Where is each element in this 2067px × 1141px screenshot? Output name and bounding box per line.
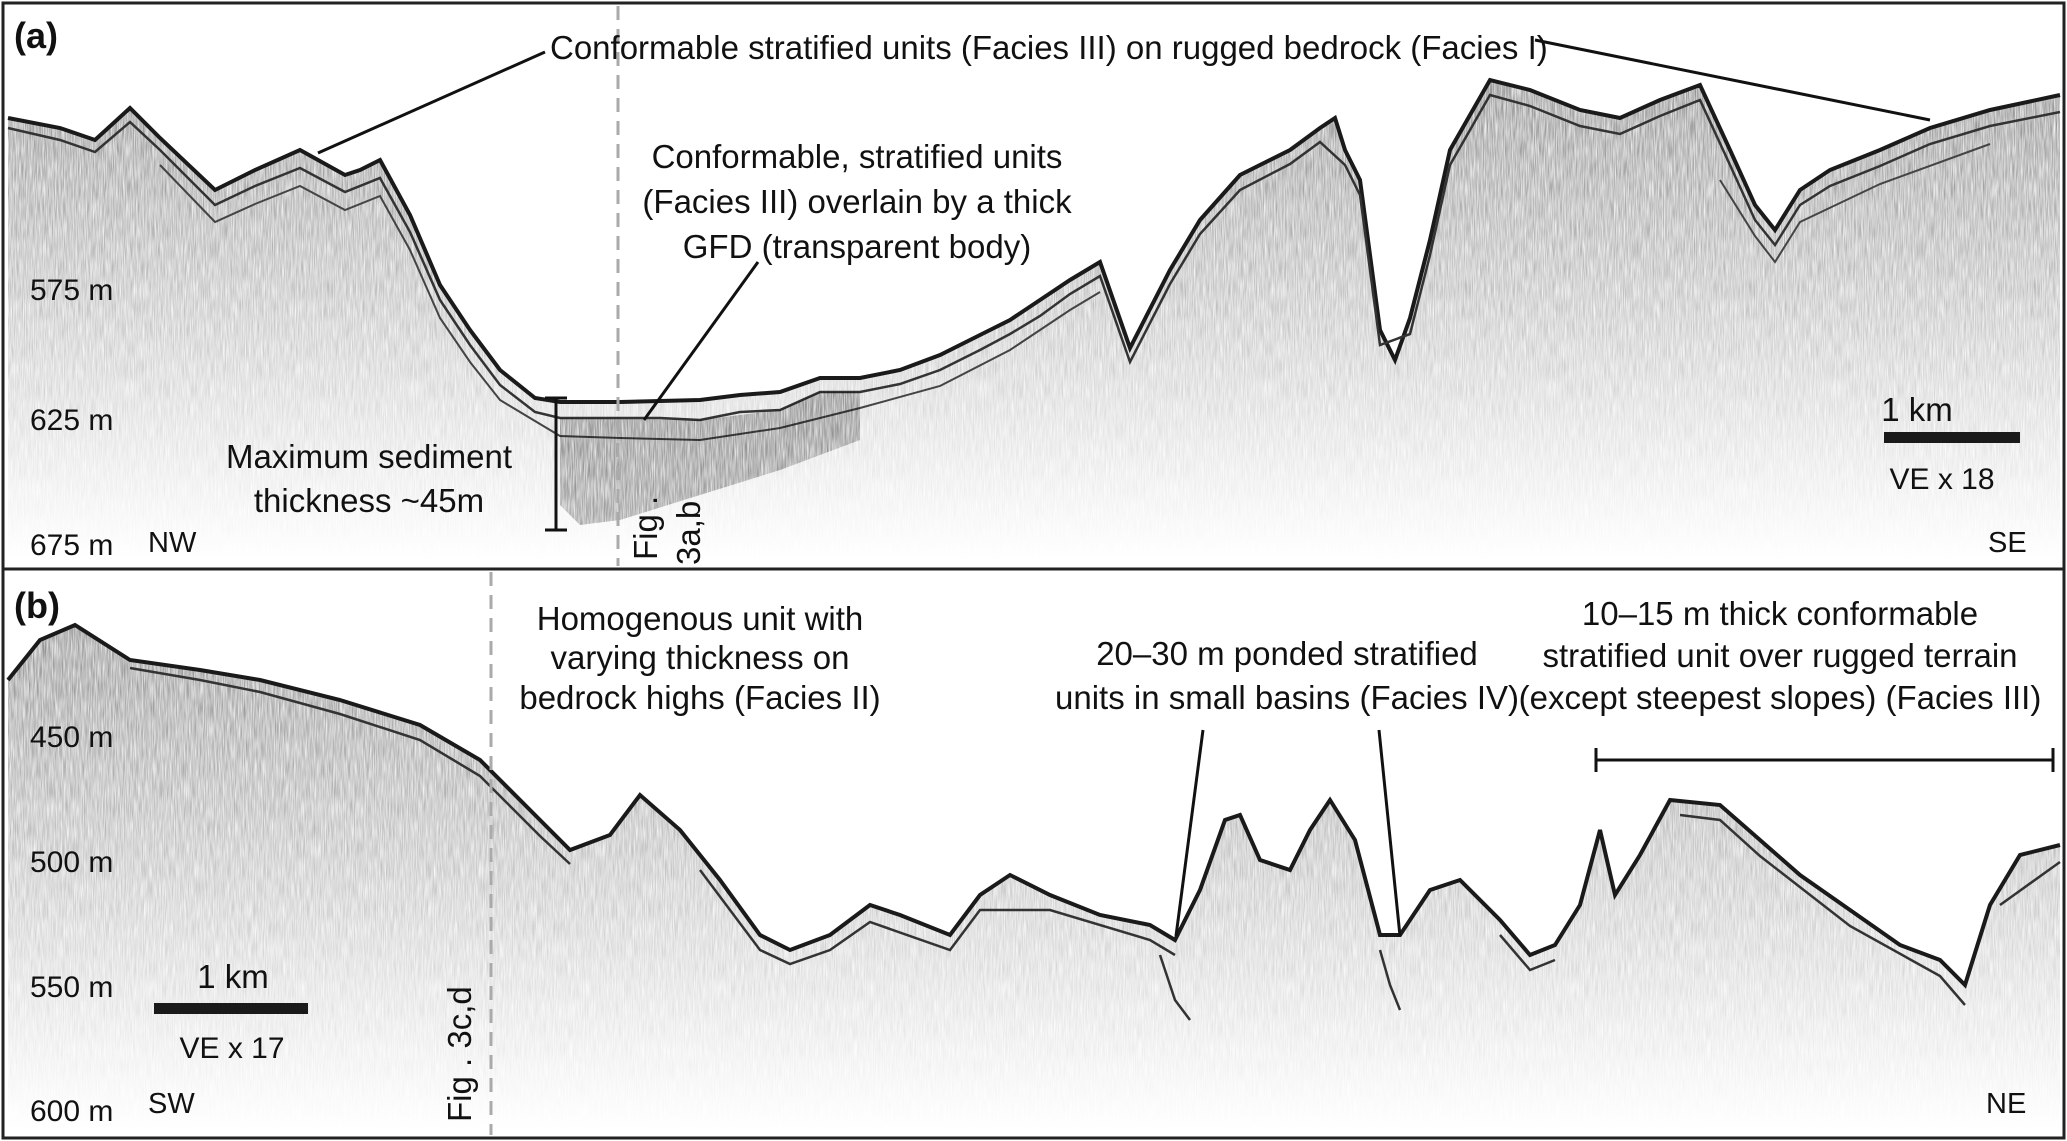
leader-line-top-left <box>317 50 546 155</box>
profile-a-basin-fill <box>560 392 860 525</box>
depth-tick-500: 500 m <box>30 846 113 879</box>
profile-a-reflector-3 <box>159 143 1991 442</box>
direction-sw: SW <box>148 1088 195 1120</box>
annotation-homogenous-line-3: bedrock highs (Facies II) <box>519 679 880 716</box>
panel-b: 450 m 500 m 550 m 600 m (b) SW NE 1 km V… <box>1 567 2066 1140</box>
scale-a-ve: VE x 18 <box>1889 463 1994 496</box>
panel-b-letter: (b) <box>14 585 60 626</box>
annotation-conformable-line-2: stratified unit over rugged terrain <box>1542 637 2017 674</box>
annotation-homogenous-line-2: varying thickness on <box>551 639 850 676</box>
profile-a-seafloor <box>7 77 2061 404</box>
direction-se: SE <box>1988 527 2027 559</box>
depth-tick-625: 625 m <box>30 404 113 437</box>
depth-tick-575: 575 m <box>30 274 113 307</box>
annotation-conformable-line-3: (except steepest slopes) (Facies III) <box>1519 679 2042 716</box>
scale-b-ve: VE x 17 <box>179 1032 284 1065</box>
leader-line-gfd <box>642 261 760 421</box>
annotation-homogenous-line-1: Homogenous unit with <box>537 600 864 637</box>
fig-ref-3ab-line-2: 3a,b <box>670 501 707 565</box>
direction-ne: NE <box>1986 1088 2026 1120</box>
depth-tick-450: 450 m <box>30 721 113 754</box>
annotation-ponded-line-2: units in small basins (Facies IV) <box>1055 679 1519 716</box>
profile-b-seafloor <box>6 622 2061 989</box>
scale-bar-a <box>1884 432 2020 443</box>
leader-line-top-right <box>1534 38 1931 122</box>
annotation-thickness-line-2: thickness ~45m <box>254 482 484 519</box>
annotation-gfd-line-2: (Facies III) overlain by a thick <box>642 183 1072 220</box>
leader-line-ponded-left <box>1174 729 1205 937</box>
annotation-conformable-line-1: 10–15 m thick conformable <box>1582 595 1978 632</box>
annotation-facies-iii-on-bedrock: Conformable stratified units (Facies III… <box>550 29 1548 66</box>
thickness-bracket <box>545 396 567 532</box>
depth-tick-600: 600 m <box>30 1095 113 1128</box>
panel-a: 575 m 625 m 675 m (a) NW SE 1 km VE x 18… <box>1 1 2066 571</box>
annotation-gfd-line-1: Conformable, stratified units <box>652 138 1063 175</box>
annotation-gfd-line-3: GFD (transparent body) <box>683 228 1031 265</box>
fig-ref-3cd: Fig . 3c,d <box>441 986 478 1122</box>
fig-ref-3ab-line-1: Fig . <box>627 496 664 560</box>
scale-bar-b <box>154 1003 308 1014</box>
conformable-extent-bracket <box>1594 748 2055 772</box>
depth-tick-550: 550 m <box>30 971 113 1004</box>
annotation-ponded-line-1: 20–30 m ponded stratified <box>1096 635 1478 672</box>
panel-a-letter: (a) <box>14 15 58 56</box>
annotation-thickness-line-1: Maximum sediment <box>226 438 512 475</box>
leader-line-ponded-right <box>1377 729 1402 937</box>
scale-a-length: 1 km <box>1881 391 1953 428</box>
direction-nw: NW <box>148 527 197 559</box>
depth-tick-675: 675 m <box>30 529 113 562</box>
profile-b-subsurface <box>8 625 2060 1130</box>
scale-b-length: 1 km <box>197 958 269 995</box>
profile-a-reflector-2 <box>7 93 2061 422</box>
profile-b-reflector-2 <box>129 666 2061 1021</box>
